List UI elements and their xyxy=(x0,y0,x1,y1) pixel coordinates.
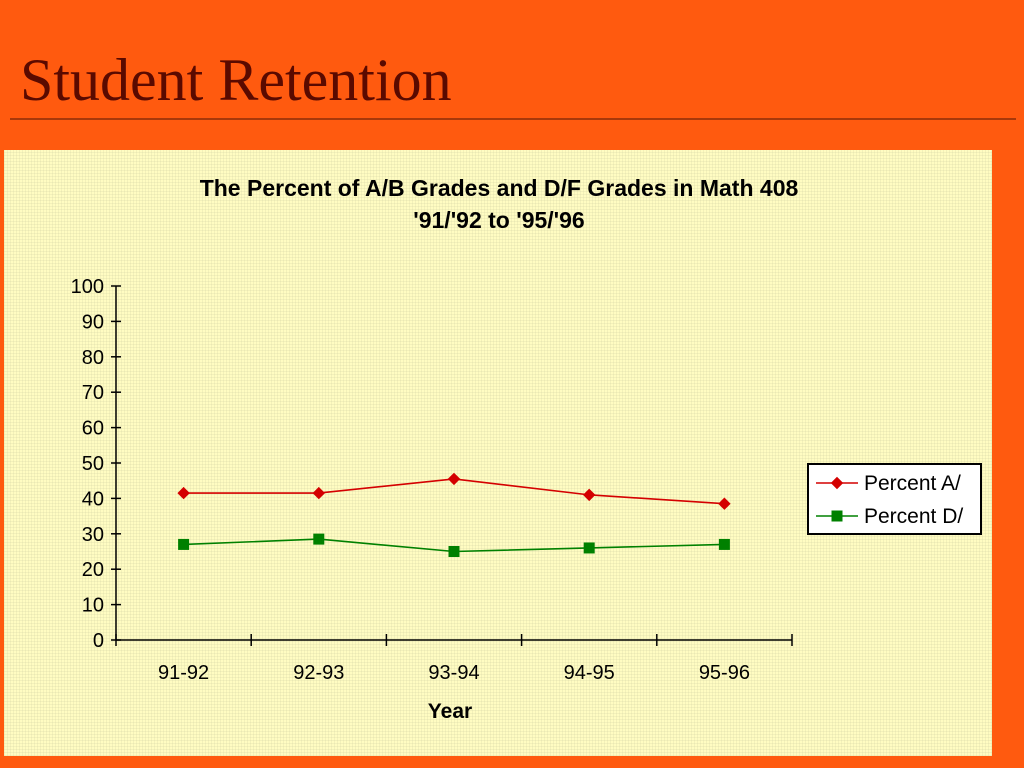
x-axis-title: Year xyxy=(428,700,472,723)
data-point-series-2 xyxy=(178,538,190,550)
y-tick-label: 100 xyxy=(71,276,104,298)
title-divider xyxy=(10,118,1016,120)
y-tick-label: 40 xyxy=(82,488,104,510)
chart-title-line2: '91/'92 to '95/'96 xyxy=(413,207,585,233)
y-tick-label: 60 xyxy=(82,418,104,440)
y-tick-label: 50 xyxy=(82,453,104,475)
x-tick-label: 94-95 xyxy=(564,662,615,684)
y-tick-label: 70 xyxy=(82,382,104,404)
x-tick-label: 95-96 xyxy=(699,662,750,684)
chart-panel: The Percent of A/B Grades and D/F Grades… xyxy=(4,150,992,756)
data-point-series-2 xyxy=(313,533,325,545)
legend-label-2: Percent D/ xyxy=(864,505,963,528)
x-tick-label: 91-92 xyxy=(158,662,209,684)
data-point-series-1 xyxy=(447,472,461,486)
x-tick-label: 92-93 xyxy=(293,662,344,684)
chart-title: The Percent of A/B Grades and D/F Grades… xyxy=(114,172,884,236)
data-point-series-1 xyxy=(582,488,596,502)
data-point-series-1 xyxy=(718,497,731,510)
data-point-series-2 xyxy=(718,538,730,550)
y-tick-label: 30 xyxy=(82,524,104,546)
y-tick-label: 0 xyxy=(93,630,104,652)
y-tick-label: 20 xyxy=(82,559,104,581)
line-chart: 0 10 20 30 40 50 60 70 80 90 100 91-92 92-93 93-94 94-… xyxy=(71,276,982,723)
legend-box xyxy=(807,463,982,535)
data-point-series-1 xyxy=(177,486,190,500)
data-point-series-2 xyxy=(448,546,460,557)
data-point-series-1 xyxy=(312,486,326,500)
legend-label-1: Percent A/ xyxy=(864,472,961,495)
chart-title-line1: The Percent of A/B Grades and D/F Grades… xyxy=(199,175,799,201)
y-tick-label: 10 xyxy=(82,595,104,617)
data-point-series-2 xyxy=(583,542,595,554)
x-tick-label: 93-94 xyxy=(428,662,479,684)
slide-title: Student Retention xyxy=(20,47,452,113)
y-tick-label: 80 xyxy=(82,347,104,369)
legend-marker-2 xyxy=(831,510,843,522)
legend-marker-1 xyxy=(830,476,844,490)
y-tick-label: 90 xyxy=(82,311,104,333)
